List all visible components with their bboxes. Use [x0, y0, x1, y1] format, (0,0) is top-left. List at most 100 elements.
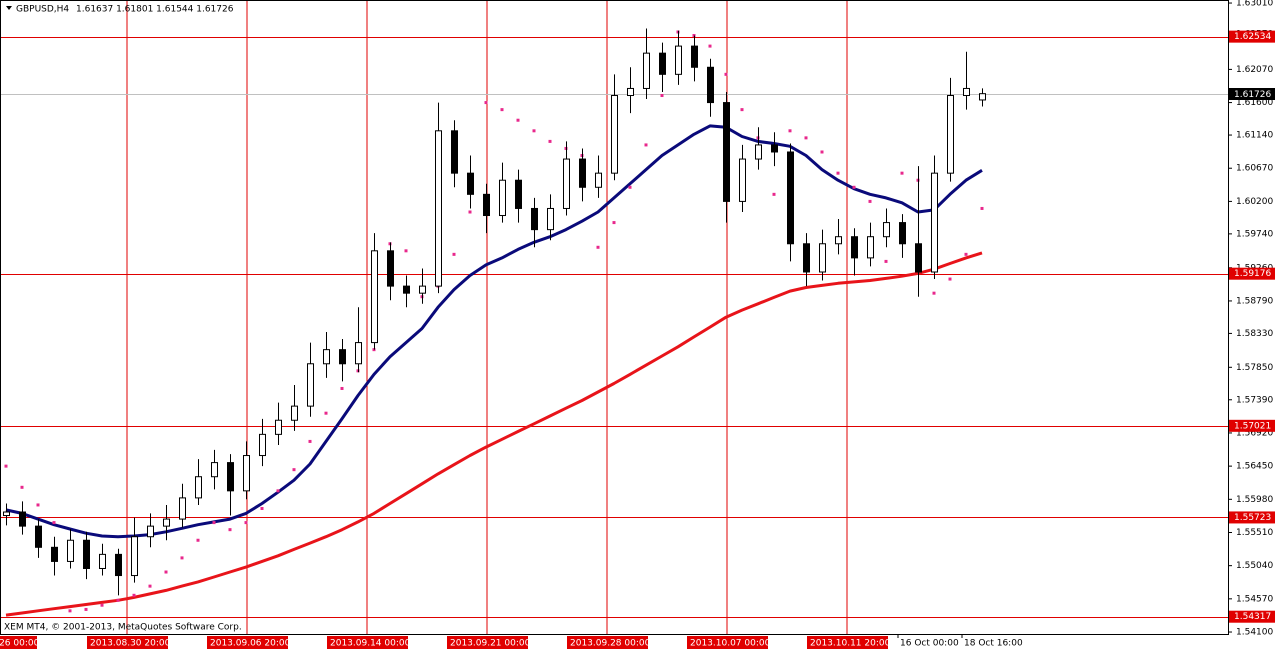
- date-label-box: [0, 636, 37, 649]
- candle-body: [371, 250, 378, 344]
- candle-body: [323, 349, 330, 365]
- sar-dot: [340, 386, 344, 390]
- sar-dot: [660, 94, 664, 98]
- sar-dot: [100, 603, 104, 607]
- sar-dot: [852, 185, 856, 189]
- sar-dot: [148, 584, 152, 588]
- sar-dot: [308, 439, 312, 443]
- candle-body: [867, 236, 874, 259]
- candle-body: [435, 130, 442, 287]
- level-label-box: [1229, 511, 1275, 524]
- sar-dot: [612, 221, 616, 225]
- candle-body: [211, 462, 218, 478]
- candle-body: [291, 405, 298, 421]
- moving-average: [5, 124, 983, 539]
- level-label-box: [1229, 419, 1275, 432]
- x-tick-label: 16 Oct 00:00: [900, 639, 959, 649]
- y-tick-label: 1.54100: [1236, 628, 1273, 638]
- sar-dot: [836, 171, 840, 175]
- candle-body: [131, 536, 138, 577]
- candle-body: [883, 222, 890, 238]
- candle-body: [643, 52, 650, 89]
- candle-body: [659, 52, 666, 75]
- y-tick-label: 1.59740: [1236, 229, 1273, 239]
- date-label-box: [567, 636, 648, 649]
- candle-body: [259, 433, 266, 457]
- sar-dot: [196, 538, 200, 542]
- sar-dot: [644, 143, 648, 147]
- sar-dot: [724, 72, 728, 76]
- date-label-box: [207, 636, 288, 649]
- date-label-box: [327, 636, 408, 649]
- candle-body: [99, 553, 106, 569]
- candle-body: [675, 45, 682, 75]
- candle-body: [307, 363, 314, 407]
- date-label-box: [447, 636, 528, 649]
- sar-dot: [164, 570, 168, 574]
- candle-body: [579, 158, 586, 188]
- candle-body: [915, 243, 922, 273]
- candle-body: [611, 95, 618, 174]
- y-tick-label: 1.58790: [1236, 296, 1273, 306]
- menu-triangle[interactable]: [6, 6, 12, 10]
- candle-body: [387, 250, 394, 287]
- candle-body: [403, 285, 410, 294]
- date-label-box: [87, 636, 168, 649]
- sar-dot: [4, 464, 8, 468]
- sar-dot: [484, 101, 488, 105]
- sar-dot: [468, 210, 472, 214]
- level-label: 1.59176: [1234, 269, 1271, 279]
- sar-dot: [68, 609, 72, 613]
- candle-body: [803, 243, 810, 273]
- candle-body: [547, 207, 554, 231]
- sar-dot: [500, 108, 504, 112]
- date-label: 2013.09.14 00:00: [330, 639, 411, 649]
- y-tick-label: 1.55510: [1236, 528, 1273, 538]
- candle-body: [115, 553, 122, 577]
- date-label: 2013.08.30 20:00: [90, 639, 171, 649]
- price-label-box: [1229, 88, 1275, 100]
- y-tick-label: 1.54570: [1236, 594, 1273, 604]
- candle-body: [179, 497, 186, 520]
- sar-dot: [548, 139, 552, 143]
- sar-dot: [20, 485, 24, 489]
- candle-body: [163, 518, 170, 527]
- sar-dot: [260, 506, 264, 510]
- footer: XEM MT4, © 2001-2013, MetaQuotes Softwar…: [4, 623, 242, 633]
- candle-body: [467, 172, 474, 195]
- candle-body: [355, 342, 362, 365]
- candle-body: [275, 419, 282, 435]
- sar-dot: [532, 129, 536, 133]
- candle-body: [483, 193, 490, 217]
- x-tick-label: 18 Oct 16:00: [964, 639, 1023, 649]
- candle-body: [243, 455, 250, 492]
- y-tick-label: 1.61600: [1236, 98, 1273, 108]
- sar-dot: [596, 245, 600, 249]
- candle-body: [3, 511, 10, 517]
- level-label-box: [1229, 267, 1275, 280]
- y-tick-label: 1.62070: [1236, 65, 1273, 75]
- date-label: 2013.10.11 20:00: [810, 639, 891, 649]
- candle-body: [499, 179, 506, 217]
- y-tick-label: 1.56450: [1236, 462, 1273, 472]
- sar-dot: [276, 489, 280, 493]
- candle-body: [707, 66, 714, 104]
- sar-dot: [900, 171, 904, 175]
- sar-dot: [708, 44, 712, 48]
- sar-dot: [244, 521, 248, 525]
- sar-dot: [212, 521, 216, 525]
- candle-body: [979, 93, 986, 101]
- candle-body: [595, 172, 602, 188]
- candle-body: [691, 45, 698, 68]
- y-tick-label: 1.60200: [1236, 197, 1273, 207]
- y-tick-label: 1.58330: [1236, 329, 1273, 339]
- candle-body: [835, 236, 842, 245]
- sar-dot: [132, 593, 136, 597]
- date-label-box: [687, 636, 768, 649]
- candle-body: [819, 243, 826, 273]
- candle-body: [451, 130, 458, 174]
- candle-body: [851, 236, 858, 259]
- sar-dot: [36, 503, 40, 507]
- sar-dot: [948, 277, 952, 281]
- plot: [1, 1, 1228, 634]
